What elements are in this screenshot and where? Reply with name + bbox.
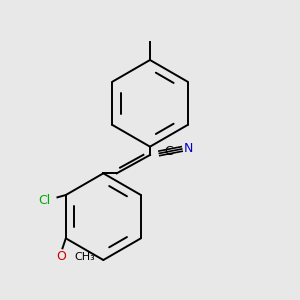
- Text: Cl: Cl: [39, 194, 51, 206]
- Text: O: O: [56, 250, 66, 263]
- Text: C: C: [164, 145, 173, 158]
- Text: CH₃: CH₃: [74, 252, 95, 262]
- Text: N: N: [184, 142, 193, 155]
